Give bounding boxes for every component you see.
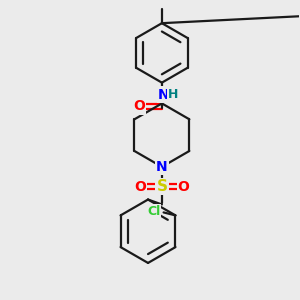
Text: O: O	[178, 180, 190, 194]
Text: S: S	[156, 179, 167, 194]
Text: N: N	[158, 88, 170, 101]
Text: N: N	[156, 160, 168, 174]
Text: O: O	[133, 99, 145, 113]
Text: Cl: Cl	[147, 205, 160, 218]
Text: O: O	[134, 180, 146, 194]
Text: H: H	[168, 88, 178, 101]
